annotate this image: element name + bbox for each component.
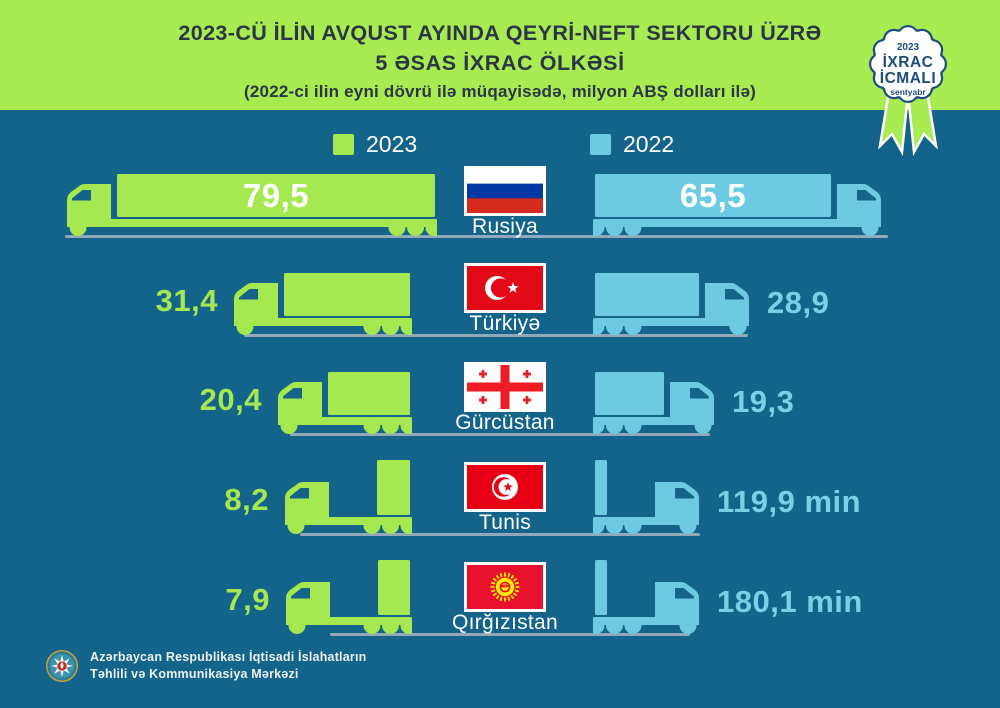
road-line bbox=[290, 433, 710, 436]
title-line2: 5 ƏSAS İXRAC ÖLKƏSİ bbox=[375, 51, 625, 75]
footer-org-line1: Azərbaycan Respublikası İqtisadi İslahat… bbox=[90, 650, 367, 664]
legend-2022-label: 2022 bbox=[623, 131, 675, 157]
footer: Azərbaycan Respublikası İqtisadi İslahat… bbox=[44, 648, 366, 684]
flag-georgia-icon bbox=[464, 362, 546, 412]
truck-2022-icon bbox=[587, 259, 751, 339]
country-row: 8,2 119,9 min Tunis bbox=[0, 458, 1000, 557]
truck-2023-icon bbox=[284, 558, 418, 638]
legend-2022-swatch-icon bbox=[590, 134, 611, 155]
badge-month: sentyabr bbox=[890, 87, 926, 97]
azerbaijan-emblem-icon bbox=[45, 649, 79, 683]
legend-2023-label: 2023 bbox=[366, 131, 418, 157]
value-2022: 65,5 bbox=[679, 177, 747, 214]
value-2023: 7,9 bbox=[225, 582, 270, 617]
truck-2022-icon bbox=[587, 160, 883, 240]
country-label: Qırğızıstan bbox=[451, 611, 558, 634]
value-2023: 79,5 bbox=[242, 177, 310, 214]
flag-russia-icon bbox=[464, 166, 546, 216]
value-2022: 180,1 min bbox=[717, 584, 863, 619]
subtitle: (2022-ci ilin eyni dövrü ilə müqayisədə,… bbox=[244, 82, 756, 101]
truck-2023-icon bbox=[276, 358, 418, 438]
flag-kyrgyzstan-icon bbox=[464, 562, 546, 612]
truck-2022-icon bbox=[587, 458, 701, 538]
header-band: 2023-CÜ İLİN AVQUST AYINDA QEYRİ-NEFT SE… bbox=[0, 0, 1000, 110]
legend-2023: 2023 bbox=[333, 131, 417, 158]
value-2022: 119,9 min bbox=[717, 484, 862, 519]
truck-2022-icon bbox=[587, 358, 716, 438]
title-line1: 2023-CÜ İLİN AVQUST AYINDA QEYRİ-NEFT SE… bbox=[178, 21, 822, 45]
truck-2022-icon bbox=[587, 558, 701, 638]
truck-2023-icon bbox=[232, 259, 418, 339]
badge-line2: İCMALI bbox=[880, 70, 936, 87]
country-row: 20,4 19,3 Gürcüstan bbox=[0, 358, 1000, 457]
truck-2023-icon bbox=[283, 458, 418, 538]
truck-2023-icon bbox=[65, 160, 443, 240]
road-line bbox=[244, 334, 748, 337]
footer-org-name: Azərbaycan Respublikası İqtisadi İslahat… bbox=[90, 649, 366, 683]
country-row: 79,5 65,5 Rusiya bbox=[0, 160, 1000, 259]
road-line bbox=[300, 533, 700, 536]
road-line bbox=[330, 633, 690, 636]
country-label: Türkiyə bbox=[469, 312, 541, 335]
country-label: Tunis bbox=[478, 511, 532, 534]
value-2022: 19,3 bbox=[732, 384, 795, 419]
value-2022: 28,9 bbox=[767, 285, 830, 320]
value-2023: 20,4 bbox=[199, 382, 262, 417]
legend-2022: 2022 bbox=[590, 131, 674, 158]
country-label: Gürcüstan bbox=[455, 411, 555, 434]
badge-year: 2023 bbox=[897, 42, 920, 53]
road-line bbox=[65, 235, 888, 238]
value-2023: 8,2 bbox=[224, 482, 269, 517]
ixrac-icmali-badge-icon: 2023 İXRAC İCMALI sentyabr bbox=[869, 25, 947, 157]
value-2023: 31,4 bbox=[155, 283, 218, 318]
country-row: 7,9 180,1 min Qırğızıstan bbox=[0, 558, 1000, 657]
country-label: Rusiya bbox=[472, 215, 538, 238]
badge-line1: İXRAC bbox=[883, 54, 934, 71]
legend-2023-swatch-icon bbox=[333, 134, 354, 155]
country-row: 31,4 28,9 Türkiyə bbox=[0, 259, 1000, 358]
flag-tunisia-icon bbox=[464, 462, 546, 512]
flag-turkey-icon bbox=[464, 263, 546, 313]
footer-org-line2: Təhlili və Kommunikasiya Mərkəzi bbox=[90, 667, 299, 681]
